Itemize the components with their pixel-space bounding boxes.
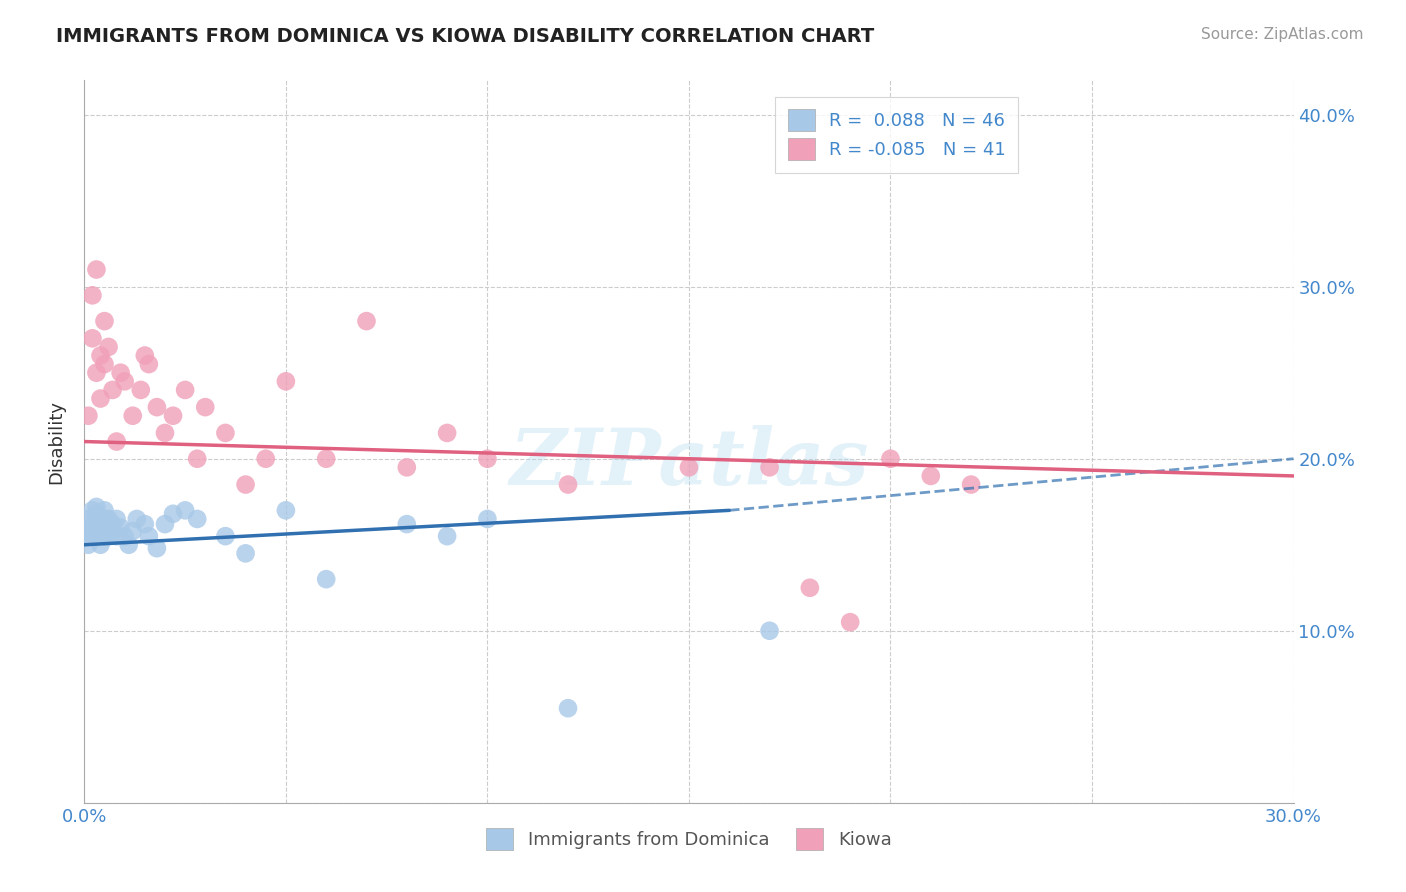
Point	[105, 434, 128, 449]
Point	[134, 349, 156, 363]
Point	[395, 517, 418, 532]
Point	[138, 357, 160, 371]
Y-axis label: Disability: Disability	[48, 400, 66, 483]
Point	[82, 517, 104, 532]
Point	[77, 520, 100, 534]
Point	[121, 409, 143, 423]
Point	[839, 615, 862, 630]
Point	[174, 383, 197, 397]
Point	[77, 512, 100, 526]
Point	[86, 262, 108, 277]
Point	[77, 538, 100, 552]
Point	[86, 520, 108, 534]
Point	[101, 517, 124, 532]
Text: ZIPatlas: ZIPatlas	[509, 425, 869, 501]
Point	[214, 529, 236, 543]
Point	[93, 512, 115, 526]
Point	[82, 503, 104, 517]
Point	[82, 288, 104, 302]
Point	[477, 512, 499, 526]
Point	[557, 477, 579, 491]
Point	[395, 460, 418, 475]
Point	[477, 451, 499, 466]
Point	[93, 357, 115, 371]
Point	[77, 529, 100, 543]
Point	[105, 529, 128, 543]
Point	[89, 524, 111, 538]
Point	[93, 314, 115, 328]
Point	[86, 500, 108, 514]
Point	[146, 400, 169, 414]
Point	[557, 701, 579, 715]
Point	[138, 529, 160, 543]
Point	[82, 529, 104, 543]
Point	[118, 538, 141, 552]
Point	[86, 366, 108, 380]
Point	[235, 546, 257, 560]
Point	[879, 451, 901, 466]
Point	[134, 517, 156, 532]
Point	[114, 529, 136, 543]
Point	[436, 425, 458, 440]
Point	[678, 460, 700, 475]
Point	[89, 538, 111, 552]
Point	[97, 529, 120, 543]
Point	[356, 314, 378, 328]
Point	[758, 624, 780, 638]
Text: IMMIGRANTS FROM DOMINICA VS KIOWA DISABILITY CORRELATION CHART: IMMIGRANTS FROM DOMINICA VS KIOWA DISABI…	[56, 27, 875, 45]
Point	[129, 383, 152, 397]
Point	[186, 512, 208, 526]
Point	[214, 425, 236, 440]
Point	[153, 425, 176, 440]
Point	[89, 349, 111, 363]
Point	[799, 581, 821, 595]
Point	[162, 507, 184, 521]
Point	[194, 400, 217, 414]
Point	[315, 451, 337, 466]
Point	[274, 503, 297, 517]
Point	[436, 529, 458, 543]
Point	[89, 517, 111, 532]
Point	[110, 520, 132, 534]
Point	[315, 572, 337, 586]
Point	[274, 375, 297, 389]
Point	[93, 503, 115, 517]
Point	[97, 512, 120, 526]
Point	[758, 460, 780, 475]
Point	[86, 529, 108, 543]
Point	[146, 541, 169, 556]
Point	[125, 512, 148, 526]
Legend: Immigrants from Dominica, Kiowa: Immigrants from Dominica, Kiowa	[477, 819, 901, 859]
Point	[82, 524, 104, 538]
Point	[162, 409, 184, 423]
Point	[105, 512, 128, 526]
Point	[153, 517, 176, 532]
Point	[920, 469, 942, 483]
Point	[235, 477, 257, 491]
Point	[101, 383, 124, 397]
Point	[101, 524, 124, 538]
Text: Source: ZipAtlas.com: Source: ZipAtlas.com	[1201, 27, 1364, 42]
Point	[93, 520, 115, 534]
Point	[174, 503, 197, 517]
Point	[89, 392, 111, 406]
Point	[110, 366, 132, 380]
Point	[186, 451, 208, 466]
Point	[82, 331, 104, 345]
Point	[254, 451, 277, 466]
Point	[77, 409, 100, 423]
Point	[114, 375, 136, 389]
Point	[93, 529, 115, 543]
Point	[960, 477, 983, 491]
Point	[121, 524, 143, 538]
Point	[86, 507, 108, 521]
Point	[97, 340, 120, 354]
